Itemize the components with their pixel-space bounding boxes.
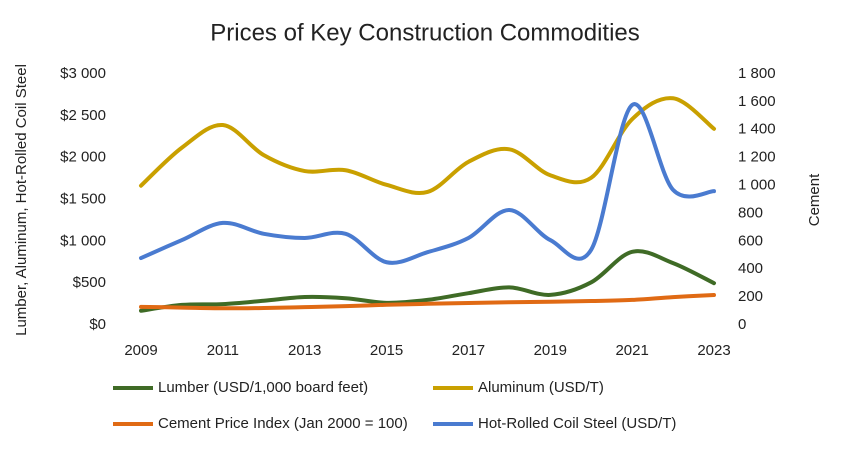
y2-tick-label: 1 200: [738, 149, 776, 166]
y2-tick-label: 800: [738, 204, 763, 221]
y-tick-label: $1 500: [60, 190, 106, 207]
series-line: [139, 102, 716, 265]
y2-tick-label: 1 600: [738, 93, 776, 110]
series-line: [139, 293, 716, 311]
y2-tick-label: 600: [738, 232, 763, 249]
y-tick-label: $3 000: [60, 65, 106, 82]
y2-tick-label: 200: [738, 288, 763, 305]
x-tick-label: 2017: [452, 342, 485, 359]
legend-label: Lumber (USD/1,000 board feet): [158, 379, 368, 396]
y-tick-label: $500: [73, 274, 106, 291]
x-tick-label: 2013: [288, 342, 321, 359]
y-axis-title: Lumber, Aluminum, Hot-Rolled Coil Steel: [13, 64, 30, 336]
y2-tick-label: 0: [738, 316, 746, 333]
x-tick-label: 2019: [534, 342, 567, 359]
legend-label: Hot-Rolled Coil Steel (USD/T): [478, 415, 676, 432]
chart-title: Prices of Key Construction Commodities: [210, 19, 640, 46]
x-tick-label: 2009: [124, 342, 157, 359]
y-tick-label: $2 000: [60, 149, 106, 166]
y2-tick-label: 1 800: [738, 65, 776, 82]
series-line: [139, 249, 716, 313]
y-tick-label: $1 000: [60, 232, 106, 249]
y2-tick-label: 400: [738, 260, 763, 277]
y2-axis-title: Cement: [806, 173, 823, 226]
x-tick-label: 2023: [697, 342, 730, 359]
x-tick-label: 2011: [207, 342, 239, 359]
y-tick-label: $2 500: [60, 107, 106, 124]
legend-label: Cement Price Index (Jan 2000 = 100): [158, 415, 408, 432]
y-tick-label: $0: [89, 316, 106, 333]
x-tick-label: 2015: [370, 342, 403, 359]
legend-label: Aluminum (USD/T): [478, 379, 604, 396]
y2-tick-label: 1 000: [738, 177, 776, 194]
x-tick-label: 2021: [615, 342, 648, 359]
y2-tick-label: 1 400: [738, 121, 776, 138]
